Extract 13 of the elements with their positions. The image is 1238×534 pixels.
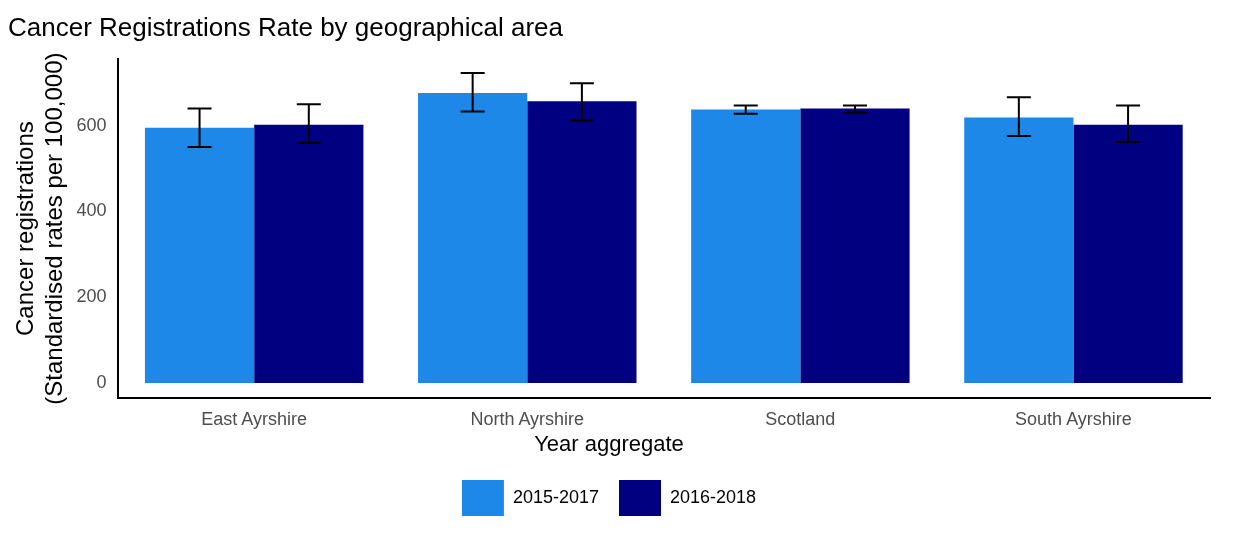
y-tick-label: 0 — [96, 371, 107, 392]
legend-title: Year aggregate — [534, 430, 684, 456]
chart-title: Cancer Registrations Rate by geographical area — [8, 11, 564, 42]
y-tick-label: 600 — [76, 114, 107, 135]
x-tick-label: North Ayrshire — [470, 408, 585, 429]
legend-label: 2015-2017 — [512, 486, 600, 507]
x-tick-label: Scotland — [765, 408, 836, 429]
legend-label: 2016-2018 — [670, 486, 757, 507]
x-tick-label: East Ayrshire — [201, 408, 308, 429]
y-tick-label: 400 — [76, 200, 107, 221]
y-axis-title: Cancer registrations (Standardised rates per 100,000) — [11, 52, 67, 405]
x-tick-label: South Ayrshire — [1015, 408, 1132, 429]
y-tick-label: 200 — [76, 286, 107, 307]
